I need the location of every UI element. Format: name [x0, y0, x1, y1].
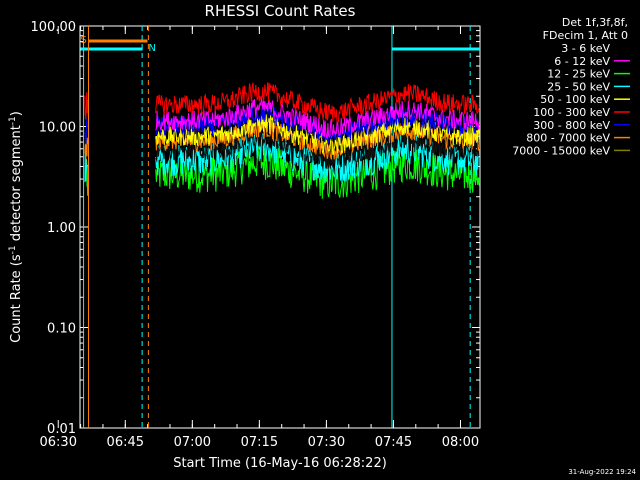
chart-title: RHESSI Count Rates	[205, 2, 356, 20]
legend-label: 3 - 6 keV	[561, 42, 610, 55]
legend-label: 300 - 800 keV	[533, 119, 610, 132]
y-axis-label: Count Rate (s-1 detector segment-1)	[8, 111, 24, 343]
x-tick-label: 07:30	[308, 435, 345, 450]
x-tick-label: 07:15	[241, 435, 278, 450]
plot-area: 0.01 0.10 1.00 10.00 100.00 06:30 06:45 07:00 07…	[31, 20, 481, 450]
y-axis-label-end: )	[9, 111, 24, 116]
legend-label: 12 - 25 keV	[547, 68, 610, 81]
traces	[84, 82, 480, 199]
x-tick-label: 07:00	[174, 435, 211, 450]
y-tick-label: 100.00	[31, 20, 77, 35]
y-axis-label-sup2: -1	[8, 116, 18, 125]
legend-header: Det 1f,3f,8f,	[562, 16, 628, 29]
x-tick-label: 08:00	[442, 435, 479, 450]
y-tick-label: 10.00	[39, 121, 76, 136]
series-start-spike	[84, 92, 89, 120]
night-flag-label: N	[148, 43, 155, 54]
plot-frame	[79, 25, 481, 429]
series-300-800kev-line	[155, 104, 480, 145]
x-tick-label: 07:45	[375, 435, 412, 450]
legend-label: 100 - 300 keV	[533, 106, 610, 119]
legend-header: FDecim 1, Att 0	[543, 29, 628, 42]
legend-label: 7000 - 15000 keV	[512, 144, 610, 157]
legend-label: 6 - 12 keV	[554, 55, 610, 68]
y-axis-label-sup: -1	[8, 245, 18, 254]
series-6-12kev-line	[155, 97, 480, 140]
y-tick-label: 0.10	[47, 322, 76, 337]
x-tick-label: 06:30	[40, 435, 77, 450]
series-start-spike	[84, 117, 89, 145]
series-100-300kev-line	[155, 82, 480, 123]
y-axis-label-main: Count Rate (s	[9, 254, 24, 343]
footer-date: 31-Aug-2022 19:24	[568, 468, 636, 476]
y-tick-label: 1.00	[47, 221, 76, 236]
y-axis-label-mid: detector segment	[9, 125, 24, 245]
legend-label: 800 - 7000 keV	[526, 132, 610, 145]
series-25-50kev-line	[155, 131, 480, 184]
x-tick-label: 06:45	[107, 435, 144, 450]
legend-label: 25 - 50 keV	[547, 80, 610, 93]
y-tick-label: 0.01	[47, 422, 76, 437]
x-axis-label: Start Time (16-May-16 06:28:22)	[173, 456, 387, 471]
legend-label: 50 - 100 keV	[540, 93, 610, 106]
